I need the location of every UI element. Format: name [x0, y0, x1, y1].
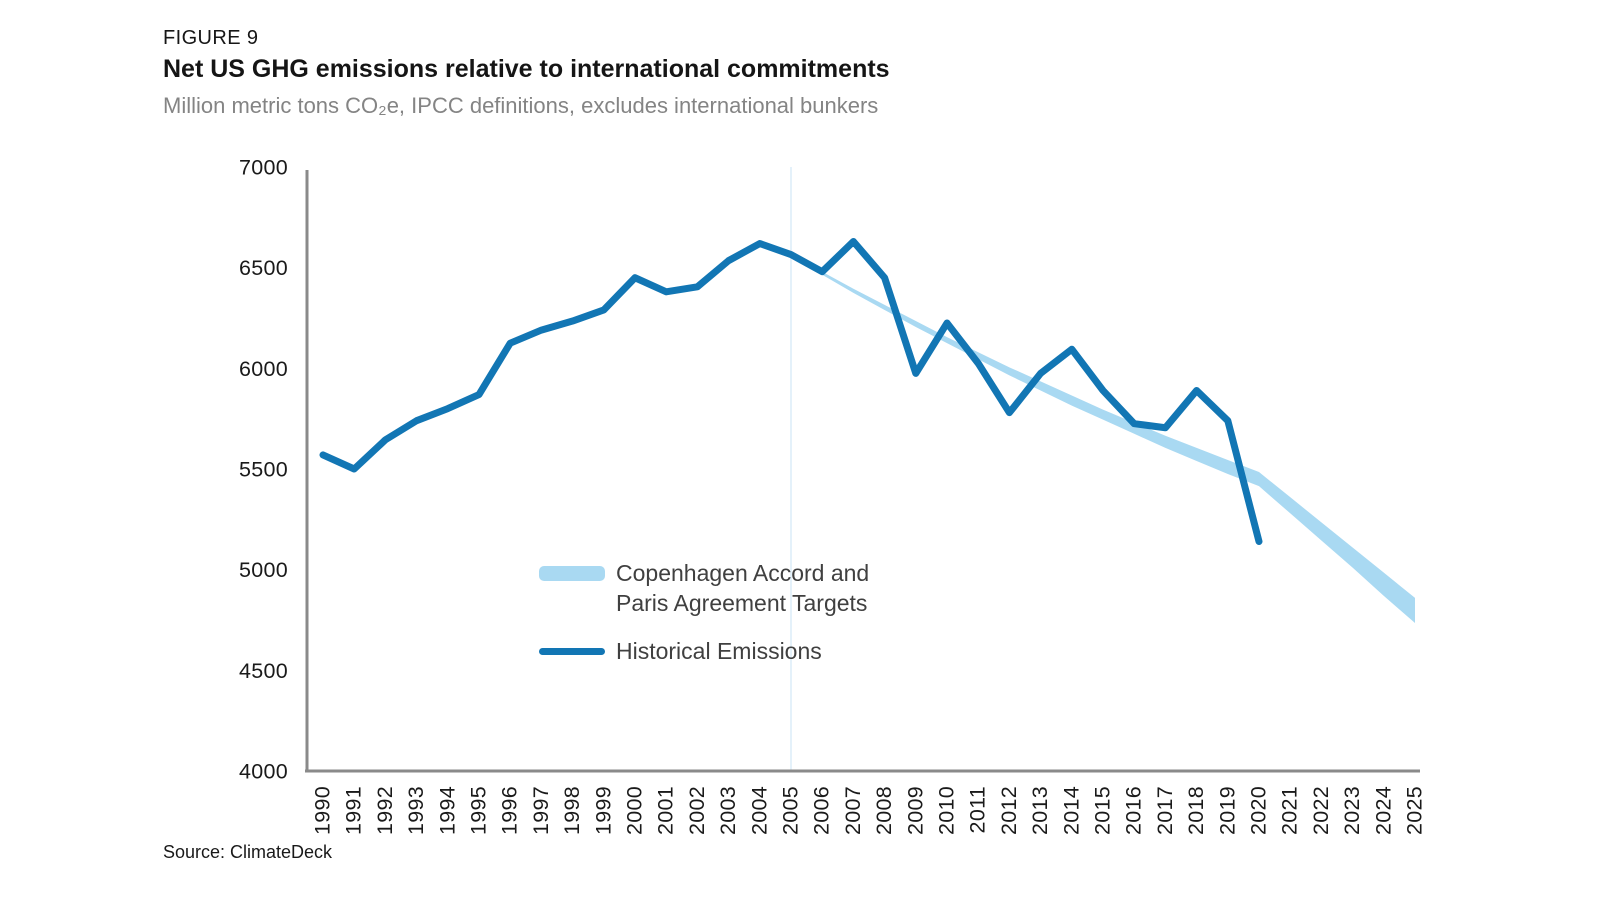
svg-text:2004: 2004 — [747, 786, 771, 835]
svg-text:1998: 1998 — [560, 786, 584, 835]
svg-text:2023: 2023 — [1340, 786, 1364, 835]
svg-text:2006: 2006 — [810, 786, 834, 835]
svg-text:2024: 2024 — [1371, 786, 1395, 835]
svg-text:2000: 2000 — [623, 786, 647, 835]
svg-text:2015: 2015 — [1091, 786, 1115, 835]
svg-text:6500: 6500 — [239, 256, 288, 280]
legend-item-historical: Historical Emissions — [539, 636, 822, 666]
svg-text:2025: 2025 — [1403, 786, 1427, 835]
targets-band-swatch — [539, 566, 605, 581]
svg-text:2001: 2001 — [654, 786, 678, 835]
historical-line-swatch — [539, 647, 605, 655]
chart-title: Net US GHG emissions relative to interna… — [163, 55, 890, 83]
svg-text:2022: 2022 — [1309, 786, 1333, 835]
svg-text:2021: 2021 — [1278, 786, 1302, 835]
svg-text:2020: 2020 — [1247, 786, 1271, 835]
svg-text:6000: 6000 — [239, 357, 288, 381]
svg-text:2009: 2009 — [903, 786, 927, 835]
svg-text:5500: 5500 — [239, 458, 288, 482]
svg-text:5000: 5000 — [239, 558, 288, 582]
svg-text:1993: 1993 — [404, 786, 428, 835]
svg-text:1994: 1994 — [435, 786, 459, 835]
svg-text:1997: 1997 — [529, 786, 553, 835]
svg-text:2011: 2011 — [966, 786, 990, 833]
svg-text:1990: 1990 — [311, 786, 335, 835]
targets-label: Copenhagen Accord and Paris Agreement Ta… — [616, 560, 870, 616]
svg-text:2002: 2002 — [685, 786, 709, 835]
svg-text:2005: 2005 — [779, 786, 803, 835]
source-note: Source: ClimateDeck — [163, 842, 333, 862]
svg-text:1991: 1991 — [342, 786, 366, 835]
svg-text:2012: 2012 — [997, 786, 1021, 835]
svg-text:2014: 2014 — [1059, 786, 1083, 835]
svg-text:2008: 2008 — [872, 786, 896, 835]
svg-text:1992: 1992 — [373, 786, 397, 835]
svg-text:4500: 4500 — [239, 659, 288, 683]
svg-text:1999: 1999 — [591, 786, 615, 835]
legend-item-targets: Copenhagen Accord and Paris Agreement Ta… — [539, 558, 869, 618]
svg-text:4000: 4000 — [239, 760, 288, 784]
svg-text:2010: 2010 — [935, 786, 959, 835]
svg-text:1995: 1995 — [467, 786, 491, 835]
figure-label: FIGURE 9 — [163, 27, 259, 49]
svg-text:2018: 2018 — [1184, 786, 1208, 835]
svg-text:7000: 7000 — [239, 156, 288, 180]
svg-text:2003: 2003 — [716, 786, 740, 835]
svg-text:2019: 2019 — [1215, 786, 1239, 835]
svg-text:2017: 2017 — [1153, 786, 1177, 835]
svg-text:2007: 2007 — [841, 786, 865, 835]
svg-text:2013: 2013 — [1028, 786, 1052, 835]
svg-text:1996: 1996 — [498, 786, 522, 835]
chart-subtitle: Million metric tons CO₂e, IPCC definitio… — [163, 93, 879, 118]
svg-text:2016: 2016 — [1122, 786, 1146, 835]
historical-label: Historical Emissions — [616, 638, 822, 664]
